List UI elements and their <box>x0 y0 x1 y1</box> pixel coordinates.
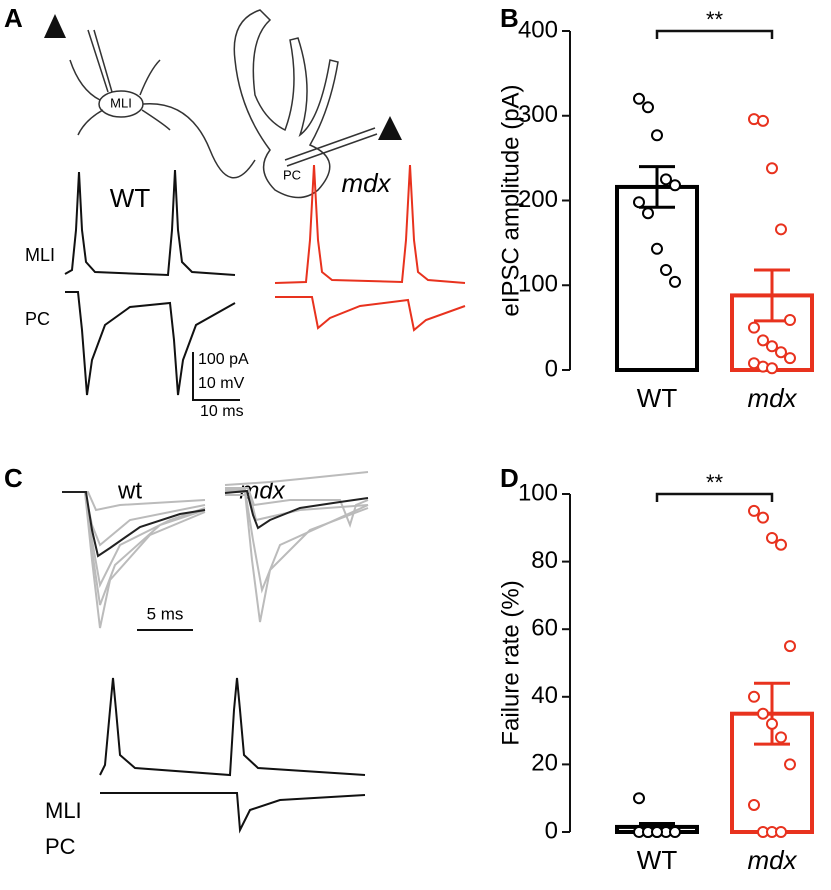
electrode <box>378 116 402 140</box>
data-point <box>660 263 672 276</box>
data-point <box>748 798 760 811</box>
trace-label: MLI <box>45 798 82 823</box>
data-point <box>784 640 796 653</box>
trace-label: PC <box>25 309 50 329</box>
data-point <box>757 334 769 347</box>
panel-label: A <box>4 3 23 33</box>
panel-label: D <box>500 463 519 493</box>
data-point <box>766 340 778 353</box>
data-point <box>784 758 796 771</box>
bar <box>615 184 699 372</box>
data-point <box>766 362 778 375</box>
data-point <box>775 346 787 359</box>
trace-mean <box>62 491 206 558</box>
trace <box>275 296 466 332</box>
scale-label: 5 ms <box>147 604 184 623</box>
data-point <box>633 92 645 105</box>
data-point <box>757 707 769 720</box>
trace <box>99 677 366 777</box>
data-point <box>748 690 760 703</box>
y-tick-label: 0 <box>545 817 558 844</box>
error-bar <box>754 681 790 746</box>
data-point <box>784 313 796 326</box>
data-point <box>748 321 760 334</box>
cell-label: PC <box>283 167 301 182</box>
significance-label: ** <box>706 7 724 32</box>
y-tick-label: 60 <box>531 615 558 642</box>
significance-bracket <box>655 29 774 39</box>
trace <box>65 291 236 396</box>
x-tick-label: WT <box>637 383 678 413</box>
y-tick-label: 80 <box>531 547 558 574</box>
y-axis-label: eIPSC amplitude (pA) <box>497 84 524 316</box>
panel-label: B <box>500 3 519 33</box>
data-point <box>766 717 778 730</box>
data-point <box>748 504 760 517</box>
data-point <box>775 826 787 838</box>
trace-title: wt <box>117 477 142 504</box>
significance-label: ** <box>706 470 724 495</box>
trace <box>64 169 236 277</box>
x-tick-label: WT <box>637 845 678 875</box>
data-point <box>651 826 663 838</box>
data-point <box>651 242 663 255</box>
data-point <box>669 826 681 838</box>
trace-title: WT <box>110 183 151 213</box>
y-axis-label: Failure rate (%) <box>497 580 524 745</box>
scale-bar <box>192 352 240 401</box>
data-point <box>642 101 654 114</box>
scale-label: 10 mV <box>198 375 245 392</box>
x-tick-label: mdx <box>747 383 797 413</box>
x-tick-label: mdx <box>747 845 797 875</box>
data-point <box>775 223 787 236</box>
scale-label: 100 pA <box>198 351 249 368</box>
significance-bracket <box>655 492 774 502</box>
y-tick-label: 40 <box>531 682 558 709</box>
data-point <box>757 511 769 524</box>
y-tick-label: 20 <box>531 750 558 777</box>
data-point <box>633 196 645 209</box>
trace-label: MLI <box>25 245 55 265</box>
trace <box>274 164 466 284</box>
y-tick-label: 400 <box>518 16 558 43</box>
cell-label: MLI <box>110 95 132 110</box>
data-point <box>633 792 645 805</box>
y-tick-label: 200 <box>518 186 558 213</box>
y-tick-label: 0 <box>545 355 558 382</box>
scale-label: 10 ms <box>200 403 244 420</box>
data-point <box>766 531 778 544</box>
data-point <box>775 538 787 551</box>
trace-title: mdx <box>341 168 391 198</box>
panel-label: C <box>4 463 23 493</box>
trace-label: PC <box>45 834 76 859</box>
data-point <box>669 275 681 288</box>
trace <box>100 792 366 834</box>
data-point <box>766 162 778 175</box>
data-point <box>669 179 681 192</box>
data-point <box>642 207 654 220</box>
data-point <box>757 114 769 127</box>
data-point <box>651 129 663 142</box>
y-tick-label: 300 <box>518 101 558 128</box>
trace-mean <box>224 489 369 530</box>
cell-diagram <box>69 9 378 199</box>
error-bar <box>754 268 790 323</box>
error-bar <box>639 165 675 209</box>
data-point <box>660 173 672 186</box>
y-tick-label: 100 <box>518 479 558 506</box>
data-point <box>784 352 796 365</box>
data-point <box>775 731 787 744</box>
electrode <box>44 14 66 38</box>
y-tick-label: 100 <box>518 271 558 298</box>
